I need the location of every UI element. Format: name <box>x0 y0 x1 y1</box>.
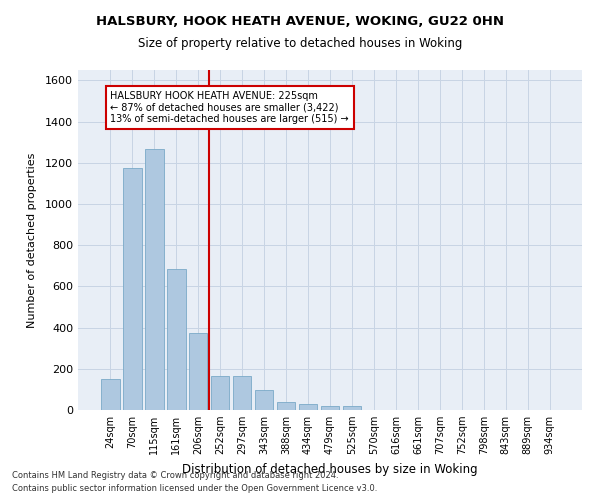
Bar <box>123 168 142 410</box>
Bar <box>145 150 164 410</box>
Text: Contains HM Land Registry data © Crown copyright and database right 2024.: Contains HM Land Registry data © Crown c… <box>12 470 338 480</box>
Y-axis label: Number of detached properties: Number of detached properties <box>26 152 37 328</box>
Bar <box>320 406 340 410</box>
Bar <box>343 406 361 410</box>
Bar <box>299 404 317 410</box>
Bar <box>189 332 208 410</box>
Bar <box>277 402 295 410</box>
Bar <box>101 379 119 410</box>
Text: HALSBURY, HOOK HEATH AVENUE, WOKING, GU22 0HN: HALSBURY, HOOK HEATH AVENUE, WOKING, GU2… <box>96 15 504 28</box>
Text: Contains public sector information licensed under the Open Government Licence v3: Contains public sector information licen… <box>12 484 377 493</box>
Bar <box>167 269 185 410</box>
Text: HALSBURY HOOK HEATH AVENUE: 225sqm
← 87% of detached houses are smaller (3,422)
: HALSBURY HOOK HEATH AVENUE: 225sqm ← 87%… <box>110 90 349 124</box>
Bar <box>211 376 229 410</box>
X-axis label: Distribution of detached houses by size in Woking: Distribution of detached houses by size … <box>182 462 478 475</box>
Text: Size of property relative to detached houses in Woking: Size of property relative to detached ho… <box>138 38 462 51</box>
Bar <box>255 390 274 410</box>
Bar <box>233 376 251 410</box>
